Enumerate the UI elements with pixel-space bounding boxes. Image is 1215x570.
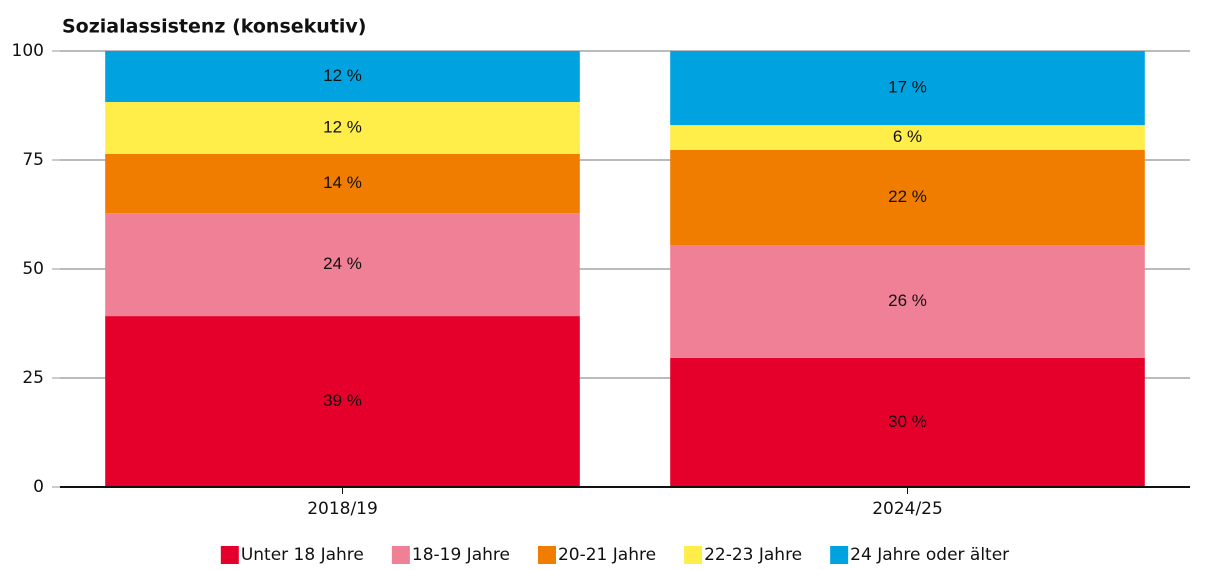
bar-segment bbox=[670, 51, 1145, 126]
x-tick-label: 2018/19 bbox=[307, 499, 378, 519]
y-tick-label: 25 bbox=[22, 368, 44, 388]
y-tick-label: 75 bbox=[22, 150, 44, 170]
legend-swatch bbox=[684, 546, 703, 564]
chart-title: Sozialassistenz (konsekutiv) bbox=[62, 16, 366, 38]
legend-label: 24 Jahre oder älter bbox=[850, 545, 1009, 565]
data-label: 30 % bbox=[888, 412, 927, 431]
legend-swatch bbox=[537, 546, 556, 564]
legend-swatch bbox=[830, 546, 849, 564]
bar-segment bbox=[670, 357, 1145, 487]
x-tick-label: 2024/25 bbox=[872, 499, 943, 519]
y-tick-label: 100 bbox=[12, 41, 44, 61]
bar-segment bbox=[105, 51, 580, 103]
data-label: 22 % bbox=[888, 187, 927, 206]
data-label: 26 % bbox=[888, 291, 927, 310]
legend-swatch bbox=[220, 546, 239, 564]
legend-swatch bbox=[391, 546, 410, 564]
data-label: 12 % bbox=[323, 66, 362, 85]
legend: Unter 18 Jahre 18-19 Jahre 20-21 Jahre 22-2… bbox=[220, 545, 1009, 565]
bar-segment bbox=[670, 245, 1145, 358]
bar-segment bbox=[105, 213, 580, 317]
legend-label: 20-21 Jahre bbox=[558, 545, 656, 565]
bar-segment bbox=[105, 153, 580, 214]
bar-segment bbox=[670, 125, 1145, 150]
y-tick-label: 50 bbox=[22, 259, 44, 279]
data-label: 6 % bbox=[893, 127, 922, 146]
bar-segment bbox=[105, 102, 580, 154]
data-label: 39 % bbox=[323, 391, 362, 410]
bar-segment bbox=[670, 149, 1145, 246]
data-label: 14 % bbox=[323, 173, 362, 192]
legend-label: 22-23 Jahre bbox=[704, 545, 802, 565]
legend-label: Unter 18 Jahre bbox=[241, 545, 364, 565]
data-label: 24 % bbox=[323, 254, 362, 273]
y-tick-label: 0 bbox=[33, 477, 44, 497]
legend-label: 18-19 Jahre bbox=[412, 545, 510, 565]
data-label: 17 % bbox=[888, 78, 927, 97]
data-label: 12 % bbox=[323, 117, 362, 136]
bar-segment bbox=[105, 316, 580, 487]
